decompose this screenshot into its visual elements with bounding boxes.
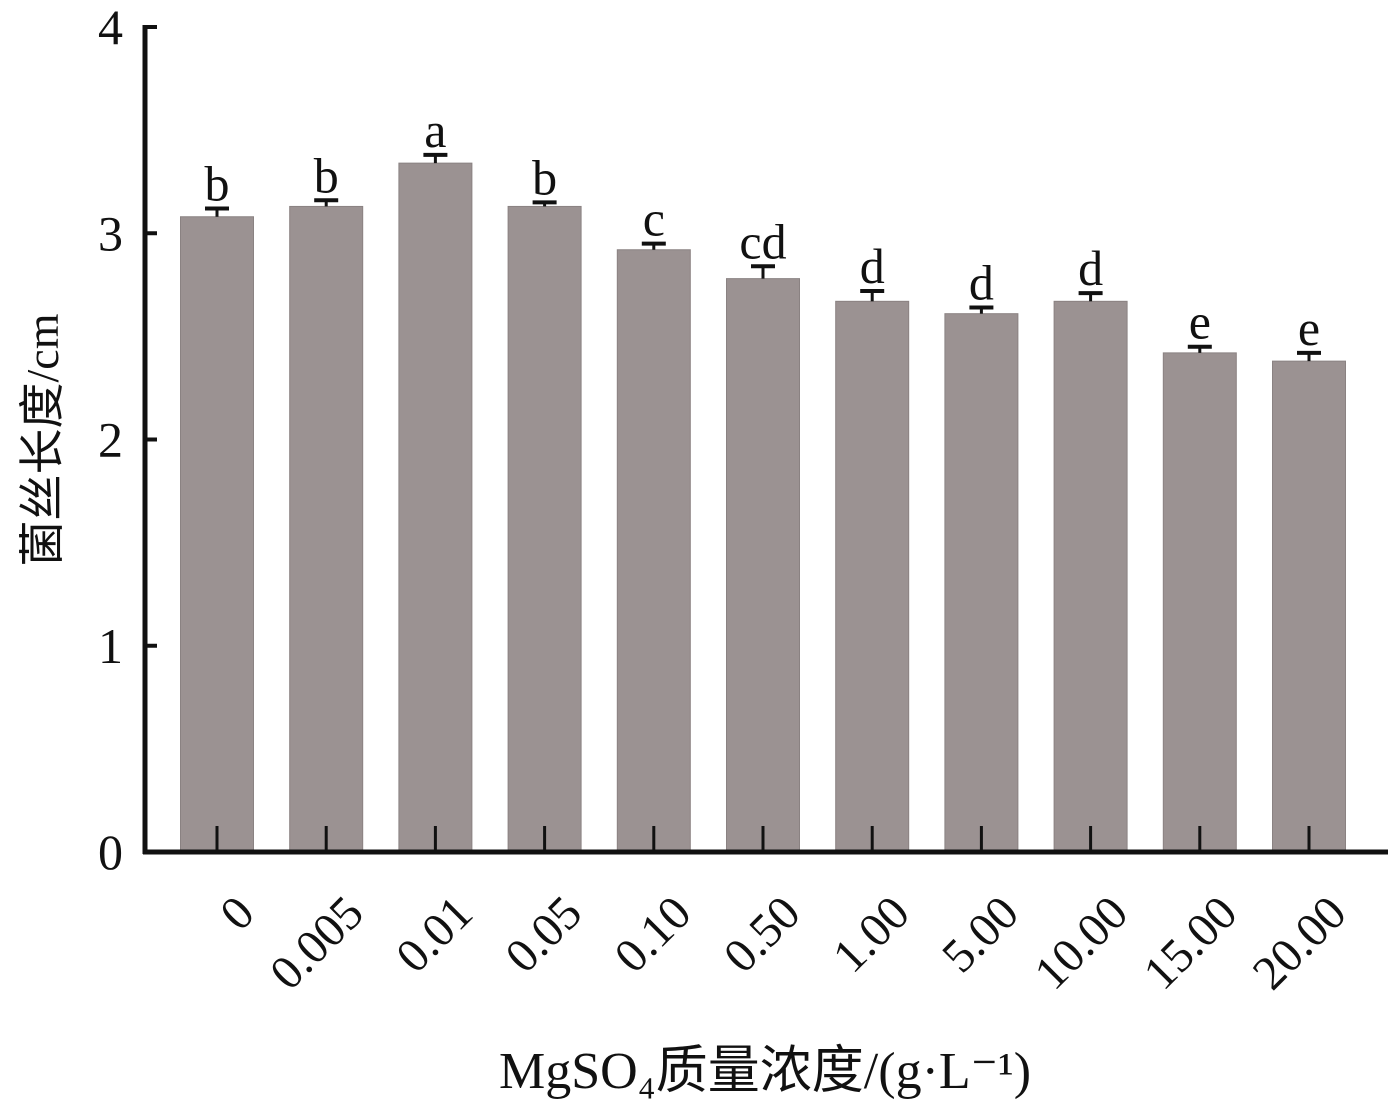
- bar: [616, 249, 691, 853]
- significance-label: d: [1078, 240, 1103, 296]
- significance-label: e: [1189, 294, 1211, 350]
- y-tick-label: 1: [98, 618, 123, 674]
- bar: [1272, 360, 1346, 853]
- x-tick-label: 0: [210, 886, 264, 940]
- significance-label: d: [969, 255, 994, 311]
- x-tick-label: 10.00: [1024, 886, 1138, 1000]
- x-tick-label: 0.005: [260, 886, 374, 1000]
- significance-label: cd: [739, 213, 786, 269]
- x-axis-label: MgSO₄质量浓度/(g·L⁻¹): [499, 1043, 1031, 1100]
- significance-label: b: [314, 147, 339, 203]
- bar: [835, 300, 910, 853]
- bar: [1053, 300, 1128, 853]
- significance-label: a: [424, 102, 446, 158]
- x-tick-label: 0.05: [495, 886, 592, 983]
- y-tick-label: 4: [98, 0, 123, 55]
- significance-label: c: [643, 191, 665, 247]
- x-tick-label: 1.00: [823, 886, 920, 983]
- x-tick-label: 15.00: [1133, 886, 1247, 1000]
- bar: [726, 278, 800, 853]
- bar: [507, 205, 582, 853]
- x-tick-label: 0.01: [386, 886, 483, 983]
- y-tick-label: 0: [98, 824, 123, 880]
- significance-label: b: [532, 149, 557, 205]
- significance-label: d: [860, 238, 885, 294]
- bar: [180, 216, 254, 853]
- x-tick-label: 20.00: [1243, 886, 1357, 1000]
- bar: [1162, 352, 1237, 853]
- x-tick-label: 0.10: [604, 886, 701, 983]
- y-tick-label: 3: [98, 205, 123, 261]
- x-tick-label: 0.50: [714, 886, 811, 983]
- y-axis-label: 菌丝长度/cm: [17, 313, 68, 566]
- significance-label: e: [1298, 300, 1320, 356]
- bar: [398, 162, 473, 853]
- significance-label: b: [205, 156, 230, 212]
- y-tick-label: 2: [98, 412, 123, 468]
- bar: [944, 313, 1019, 853]
- x-tick-label: 5.00: [932, 886, 1029, 983]
- bar: [289, 205, 364, 853]
